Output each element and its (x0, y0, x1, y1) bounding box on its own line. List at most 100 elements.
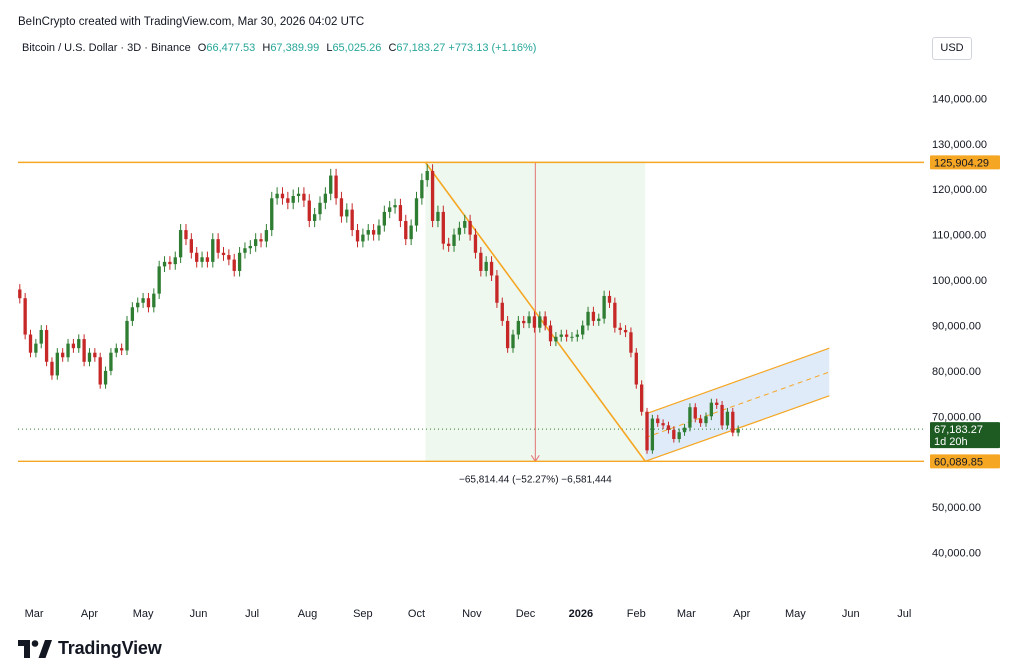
candle-body (430, 171, 435, 221)
x-tick-label: Nov (462, 608, 482, 620)
candle-body (666, 425, 671, 430)
candle-body (227, 255, 231, 260)
candle-body (404, 220, 408, 240)
candle-body (447, 243, 451, 246)
candle-body (639, 384, 644, 412)
candle-body (221, 252, 226, 256)
measure-label: −65,814.44 (−52.27%) −6,581,444 (459, 474, 612, 485)
high-value: 67,389.99 (270, 42, 320, 54)
level-low-label-value: 60,089.85 (934, 456, 983, 468)
candle-body (82, 339, 86, 362)
candle-body (629, 332, 633, 353)
candle-body (39, 330, 43, 344)
y-tick-label: 80,000.00 (932, 366, 981, 378)
candle-body (93, 352, 97, 358)
candle-body (205, 257, 210, 262)
level-low-label-bg (930, 454, 1000, 469)
candle-body (152, 293, 156, 308)
candle-body (125, 320, 129, 351)
open-value: 66,477.53 (206, 42, 256, 54)
close-label: C (388, 42, 397, 54)
candle-body (114, 348, 118, 353)
candle-body (559, 334, 563, 337)
candle-body (141, 298, 145, 303)
x-tick-label: Dec (516, 608, 536, 620)
candle-body (532, 316, 537, 328)
currency-selector[interactable]: USD (932, 37, 972, 60)
level-high-label-value: 125,904.29 (934, 157, 989, 169)
candle-body (23, 298, 27, 335)
x-tick-label: Jun (190, 608, 208, 620)
candle-body (441, 211, 445, 244)
candle-body (677, 432, 681, 440)
candle-body (103, 370, 108, 385)
candle-body (645, 411, 649, 451)
candle-body (109, 352, 113, 371)
high-label: H (262, 42, 271, 54)
candle-body (264, 230, 269, 242)
candle-body (216, 239, 220, 253)
symbol-label[interactable]: Bitcoin / U.S. Dollar · 3D · Binance (22, 42, 191, 54)
current-price-label-bg (930, 422, 1000, 449)
candle-body (345, 209, 349, 217)
candle-body (66, 343, 70, 358)
candle-body (302, 193, 306, 201)
candle-body (581, 325, 585, 335)
candle-body (457, 227, 462, 235)
y-tick-label: 140,000.00 (932, 93, 987, 105)
candle-body (377, 225, 381, 235)
candle-body (613, 302, 617, 328)
candle-body (382, 211, 386, 226)
y-tick-label: 100,000.00 (932, 275, 987, 287)
footer-logo[interactable]: TradingView (18, 638, 162, 659)
candle-body (211, 239, 215, 262)
x-tick-label: Jul (245, 608, 259, 620)
candle-body (495, 275, 499, 303)
candle-body (77, 339, 81, 349)
candle-body (575, 334, 579, 337)
y-tick-label: 130,000.00 (932, 139, 987, 151)
footer-brand: TradingView (58, 638, 162, 658)
candle-body (280, 193, 285, 199)
x-tick-label: Apr (81, 608, 98, 620)
candle-body (323, 193, 328, 203)
y-tick-label: 90,000.00 (932, 320, 981, 332)
candle-body (259, 239, 263, 242)
channel-upper-line[interactable] (645, 347, 830, 415)
low-label: L (326, 42, 333, 54)
candle-body (516, 320, 521, 335)
candle-body (34, 343, 38, 353)
candle-body (98, 357, 102, 385)
current-price-label-value: 67,183.27 (934, 424, 983, 436)
candle-body (661, 423, 665, 426)
downtrend-line[interactable] (424, 161, 646, 462)
candle-body (586, 311, 590, 326)
candle-body (548, 325, 553, 342)
y-tick-label: 50,000.00 (932, 502, 981, 514)
current-price-label-countdown: 1d 20h (934, 436, 968, 448)
y-tick-label: 70,000.00 (932, 411, 981, 423)
channel-lower-line[interactable] (645, 395, 830, 462)
candle-body (543, 316, 547, 326)
candle-body (237, 252, 242, 271)
candle-body (602, 295, 606, 319)
candle-body (656, 418, 660, 424)
candle-body (634, 352, 638, 385)
candle-body (489, 261, 494, 276)
candle-body (361, 234, 365, 242)
candle-body (87, 352, 92, 362)
candle-body (55, 352, 59, 376)
candle-body (232, 259, 236, 271)
candle-body (275, 193, 279, 199)
candle-body (554, 336, 558, 342)
x-tick-label: Mar (677, 608, 696, 620)
candle-body (270, 198, 274, 231)
x-tick-label: 2026 (569, 608, 593, 620)
candle-body (130, 307, 135, 321)
candle-body (479, 252, 483, 271)
candle-body (688, 407, 692, 428)
candle-body (350, 209, 354, 231)
candle-body (296, 193, 301, 196)
candle-body (248, 245, 252, 249)
